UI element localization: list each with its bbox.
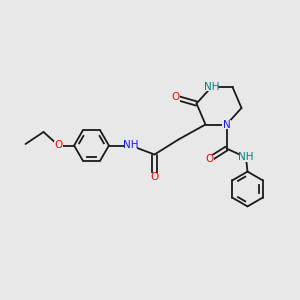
- FancyBboxPatch shape: [206, 155, 214, 163]
- FancyBboxPatch shape: [150, 173, 159, 181]
- FancyBboxPatch shape: [171, 93, 180, 102]
- Text: O: O: [171, 92, 180, 103]
- Text: NH: NH: [238, 152, 254, 163]
- Text: NH: NH: [123, 140, 138, 151]
- FancyBboxPatch shape: [222, 120, 231, 129]
- FancyBboxPatch shape: [54, 141, 63, 150]
- FancyBboxPatch shape: [240, 153, 252, 162]
- Text: O: O: [54, 140, 63, 151]
- Text: O: O: [206, 154, 214, 164]
- Text: NH: NH: [204, 82, 219, 92]
- Text: O: O: [150, 172, 159, 182]
- Text: N: N: [223, 119, 230, 130]
- FancyBboxPatch shape: [124, 141, 137, 150]
- FancyBboxPatch shape: [205, 83, 218, 91]
